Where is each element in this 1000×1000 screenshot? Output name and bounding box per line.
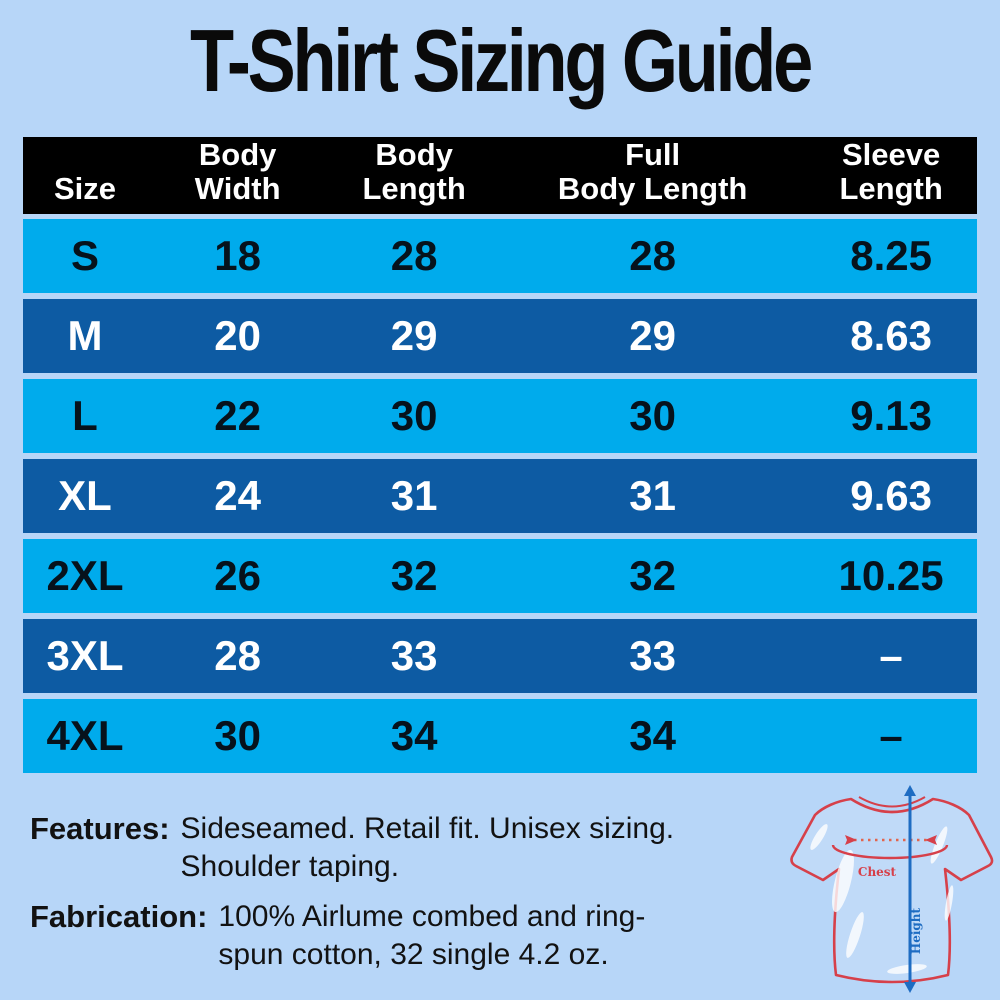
chest-arrow-left-icon: [845, 835, 857, 845]
table-cell: 18: [214, 232, 261, 279]
column-header: Sleeve Length: [839, 136, 943, 207]
table-cell: 33: [629, 632, 676, 679]
height-arrow-bottom-icon: [904, 982, 916, 993]
chest-label: Chest: [858, 865, 897, 879]
table-row: L 22 30 30 9.13: [23, 379, 977, 453]
collar-icon: [858, 796, 926, 808]
table-cell: 34: [629, 712, 676, 759]
table-cell: –: [879, 632, 903, 679]
table-cell: 32: [629, 552, 676, 599]
features-note: Features: Sideseamed. Retail fit. Unisex…: [30, 810, 800, 886]
table-cell: 34: [390, 712, 438, 759]
features-line: Sideseamed. Retail fit. Unisex sizing.: [180, 812, 675, 845]
table-cell: 4XL: [46, 712, 124, 759]
table-row: 3XL 28 33 33 –: [23, 619, 977, 693]
height-measure: Height: [904, 785, 923, 993]
tshirt-illustration: Chest Height: [790, 785, 994, 993]
notes-section: Features: Sideseamed. Retail fit. Unisex…: [30, 810, 800, 974]
table-row: 4XL 30 34 34 –: [23, 699, 977, 773]
table-cell: 31: [629, 472, 676, 519]
table-cell: 29: [390, 312, 438, 359]
fabrication-line: 100% Airlume combed and ring-: [218, 900, 646, 933]
fabric-highlights: [810, 824, 954, 974]
table-cell: 3XL: [46, 632, 124, 679]
column-header: Body Width: [194, 136, 281, 207]
chest-arrow-right-icon: [925, 835, 937, 845]
table-cell: 24: [214, 472, 261, 519]
table-cell: 32: [390, 552, 438, 599]
table-cell: XL: [58, 472, 112, 519]
fabrication-text: 100% Airlume combed and ring- spun cotto…: [218, 898, 645, 974]
fabrication-line: spun cotton, 32 single 4.2 oz.: [218, 938, 609, 971]
table-cell: 28: [629, 232, 676, 279]
table-row: 2XL 26 32 32 10.25: [23, 539, 977, 613]
fabrication-label: Fabrication:: [30, 899, 208, 934]
height-arrow-top-icon: [904, 785, 916, 796]
table-header-row: Size Body Width Body Length Full Body Length Sl…: [23, 137, 977, 214]
tshirt-measurement-diagram: Chest Height: [789, 783, 995, 997]
table-cell: 29: [629, 312, 676, 359]
table-cell: 10.25: [838, 552, 944, 599]
features-line: Shoulder taping.: [180, 850, 400, 883]
size-table: Size Body Width Body Length Full Body Length Sl…: [23, 137, 977, 779]
table-cell: 30: [629, 392, 676, 439]
table-cell: 22: [214, 392, 261, 439]
table-cell: 31: [390, 472, 438, 519]
table-cell: 8.63: [850, 312, 932, 359]
fabrication-note: Fabrication: 100% Airlume combed and rin…: [30, 898, 800, 974]
tshirt-outline: [790, 797, 994, 984]
page-title: T-Shirt Sizing Guide: [190, 11, 813, 110]
features-text: Sideseamed. Retail fit. Unisex sizing. S…: [181, 810, 675, 886]
column-header: Full Body Length: [557, 136, 748, 207]
table-cell: L: [72, 392, 98, 439]
table-cell: 8.25: [850, 232, 932, 279]
table-row: XL 24 31 31 9.63: [23, 459, 977, 533]
table-cell: 9.63: [850, 472, 932, 519]
features-label: Features:: [30, 811, 170, 846]
table-cell: M: [67, 312, 103, 359]
table-row: M 20 29 29 8.63: [23, 299, 977, 373]
table-cell: 28: [390, 232, 438, 279]
table-cell: 33: [390, 632, 438, 679]
column-header: Body Length: [362, 136, 466, 207]
table-cell: 28: [214, 632, 261, 679]
column-header: Size: [53, 171, 117, 207]
table-cell: S: [71, 232, 100, 279]
table-cell: –: [879, 712, 903, 759]
table-body: S 18 28 28 8.25 M 20 29 29 8.63 L 22 30 30 9.13 XL 24 31 3…: [23, 219, 977, 773]
height-label: Height: [909, 907, 923, 954]
table-row: S 18 28 28 8.25: [23, 219, 977, 293]
table-cell: 20: [214, 312, 261, 359]
table-cell: 2XL: [46, 552, 124, 599]
table-cell: 30: [390, 392, 438, 439]
chest-measure: Chest: [831, 835, 949, 879]
table-cell: 26: [214, 552, 261, 599]
table-cell: 9.13: [850, 392, 932, 439]
table-cell: 30: [214, 712, 261, 759]
